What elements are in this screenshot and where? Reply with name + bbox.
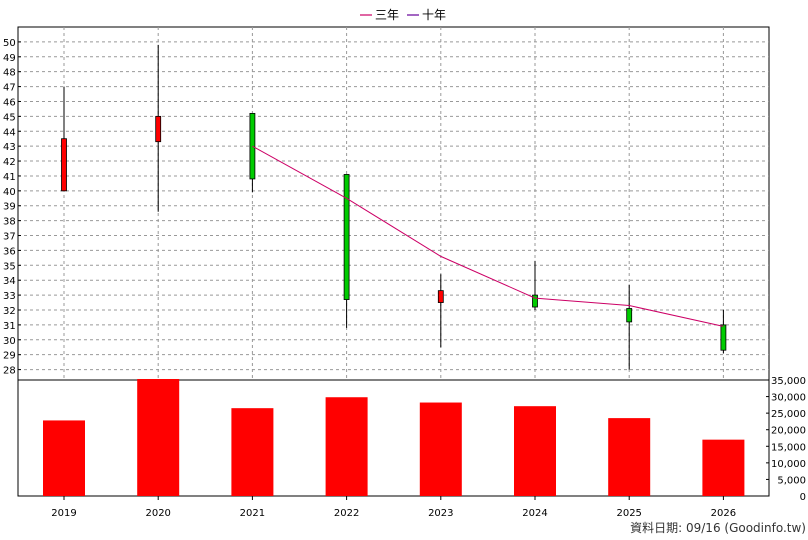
price-tick-label: 37 xyxy=(3,232,16,243)
x-axis: 2019 2020 2021 2022 2023 2024 2025 2026 xyxy=(51,496,736,519)
candle-2020 xyxy=(155,44,162,212)
price-tick-label: 40 xyxy=(3,187,16,198)
candle-body xyxy=(720,324,727,351)
x-tick-label: 2022 xyxy=(334,508,359,519)
volume-bar-2019 xyxy=(43,420,85,496)
volume-tick-label: 10,000 xyxy=(771,459,806,470)
candle-2023 xyxy=(437,274,444,348)
candle-body xyxy=(343,174,350,300)
price-tick-label: 48 xyxy=(3,68,16,79)
x-tick-label: 2024 xyxy=(522,508,547,519)
price-tick-label: 28 xyxy=(3,366,16,377)
price-tick-label: 42 xyxy=(3,157,16,168)
volume-bars xyxy=(43,379,745,496)
legend-label-three-year: 三年 xyxy=(375,8,399,22)
candle-body xyxy=(626,308,633,323)
volume-panel: 0 5,000 10,000 15,000 20,000 25,000 30,000 35,0… xyxy=(17,376,806,503)
volume-tick-label: 0 xyxy=(800,492,806,503)
price-tick-label: 44 xyxy=(3,127,16,138)
price-tick-label: 33 xyxy=(3,291,16,302)
volume-tick-label: 35,000 xyxy=(771,376,806,387)
legend-label-ten-year: 十年 xyxy=(422,8,446,22)
legend: 三年 十年 xyxy=(360,8,446,22)
price-panel: 28 29 30 31 32 33 34 35 36 37 38 39 40 41 42 43 44 45 46 47… xyxy=(3,26,770,381)
price-tick-label: 43 xyxy=(3,142,16,153)
x-tick-label: 2019 xyxy=(51,508,76,519)
data-date-label: 資料日期: 09/16 (Goodinfo.tw) xyxy=(630,521,806,535)
candle-2024 xyxy=(532,260,538,310)
price-tick-label: 31 xyxy=(3,321,16,332)
price-tick-label: 38 xyxy=(3,217,16,228)
x-tick-label: 2020 xyxy=(145,508,170,519)
price-tick-label: 29 xyxy=(3,351,16,362)
candle-body xyxy=(61,138,67,192)
price-tick-label: 32 xyxy=(3,306,16,317)
price-tick-label: 45 xyxy=(3,112,16,123)
volume-bar-2026 xyxy=(702,439,745,496)
series-line-three-year xyxy=(252,145,724,327)
volume-plot-area xyxy=(17,379,770,497)
price-tick-label: 41 xyxy=(3,172,16,183)
price-tick-label: 50 xyxy=(3,38,16,49)
volume-axis-ticks: 0 5,000 10,000 15,000 20,000 25,000 30,000 35,0… xyxy=(766,376,806,503)
price-tick-label: 30 xyxy=(3,336,16,347)
volume-tick-label: 5,000 xyxy=(777,475,806,486)
volume-bar-2020 xyxy=(137,379,180,496)
candle-2019 xyxy=(61,86,67,192)
volume-tick-label: 20,000 xyxy=(771,426,806,437)
candle-2026 xyxy=(720,309,727,354)
volume-tick-label: 25,000 xyxy=(771,409,806,420)
candle-body xyxy=(155,115,162,143)
x-tick-label: 2021 xyxy=(240,508,265,519)
volume-tick-label: 15,000 xyxy=(771,442,806,453)
price-gridlines xyxy=(18,27,769,380)
candle-2025 xyxy=(626,284,633,370)
volume-bar-2025 xyxy=(608,418,651,496)
x-tick-label: 2026 xyxy=(711,508,736,519)
volume-bar-2024 xyxy=(514,406,556,496)
price-plot-area xyxy=(17,26,770,381)
candle-body xyxy=(437,290,444,303)
price-tick-label: 36 xyxy=(3,246,16,257)
price-tick-label: 49 xyxy=(3,53,16,64)
price-tick-label: 35 xyxy=(3,261,16,272)
x-tick-label: 2023 xyxy=(428,508,453,519)
price-tick-label: 47 xyxy=(3,83,16,94)
price-axis-ticks: 28 29 30 31 32 33 34 35 36 37 38 39 40 41 42 43 44 45 46 47… xyxy=(3,38,21,377)
candle-body xyxy=(532,294,538,308)
volume-bar-2023 xyxy=(419,402,462,496)
x-tick-label: 2025 xyxy=(616,508,641,519)
volume-bar-2022 xyxy=(325,397,368,496)
volume-tick-label: 30,000 xyxy=(771,393,806,404)
volume-bar-2021 xyxy=(231,408,274,496)
price-tick-label: 46 xyxy=(3,97,16,108)
price-tick-label: 34 xyxy=(3,276,16,287)
moving-average-lines xyxy=(252,145,724,327)
price-tick-label: 39 xyxy=(3,202,16,213)
candle-2022 xyxy=(343,174,350,328)
